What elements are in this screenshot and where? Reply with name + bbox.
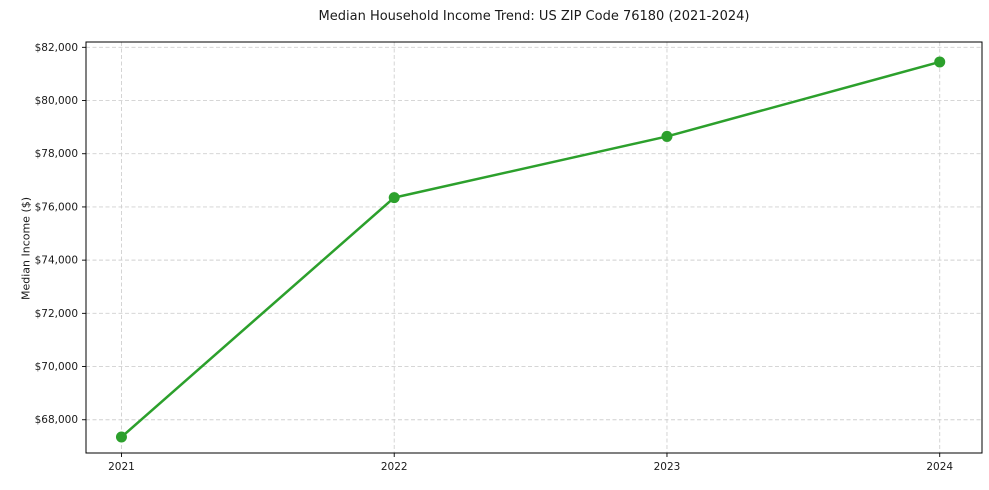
y-tick-label: $74,000 bbox=[35, 255, 78, 267]
x-tick-label: 2022 bbox=[381, 461, 408, 473]
trend-line bbox=[120, 60, 941, 439]
y-tick-label: $76,000 bbox=[35, 201, 78, 213]
x-tick-label: 2024 bbox=[926, 461, 953, 473]
y-tick-label: $70,000 bbox=[35, 361, 78, 373]
y-tick-label: $78,000 bbox=[35, 148, 78, 160]
data-point-2024 bbox=[934, 56, 946, 68]
x-tick-label: 2023 bbox=[654, 461, 681, 473]
chart-title: Median Household Income Trend: US ZIP Co… bbox=[318, 9, 750, 24]
plot-border bbox=[85, 41, 983, 454]
data-point-2021 bbox=[115, 431, 127, 443]
y-tick-label: $80,000 bbox=[35, 95, 78, 107]
data-point-2023 bbox=[661, 130, 673, 142]
data-point-2022 bbox=[388, 192, 400, 204]
y-tick-label: $82,000 bbox=[35, 42, 78, 54]
y-tick-label: $72,000 bbox=[35, 308, 78, 320]
x-tick-label: 2021 bbox=[108, 461, 135, 473]
y-tick-label: $68,000 bbox=[35, 414, 78, 426]
plot-area bbox=[86, 42, 982, 453]
